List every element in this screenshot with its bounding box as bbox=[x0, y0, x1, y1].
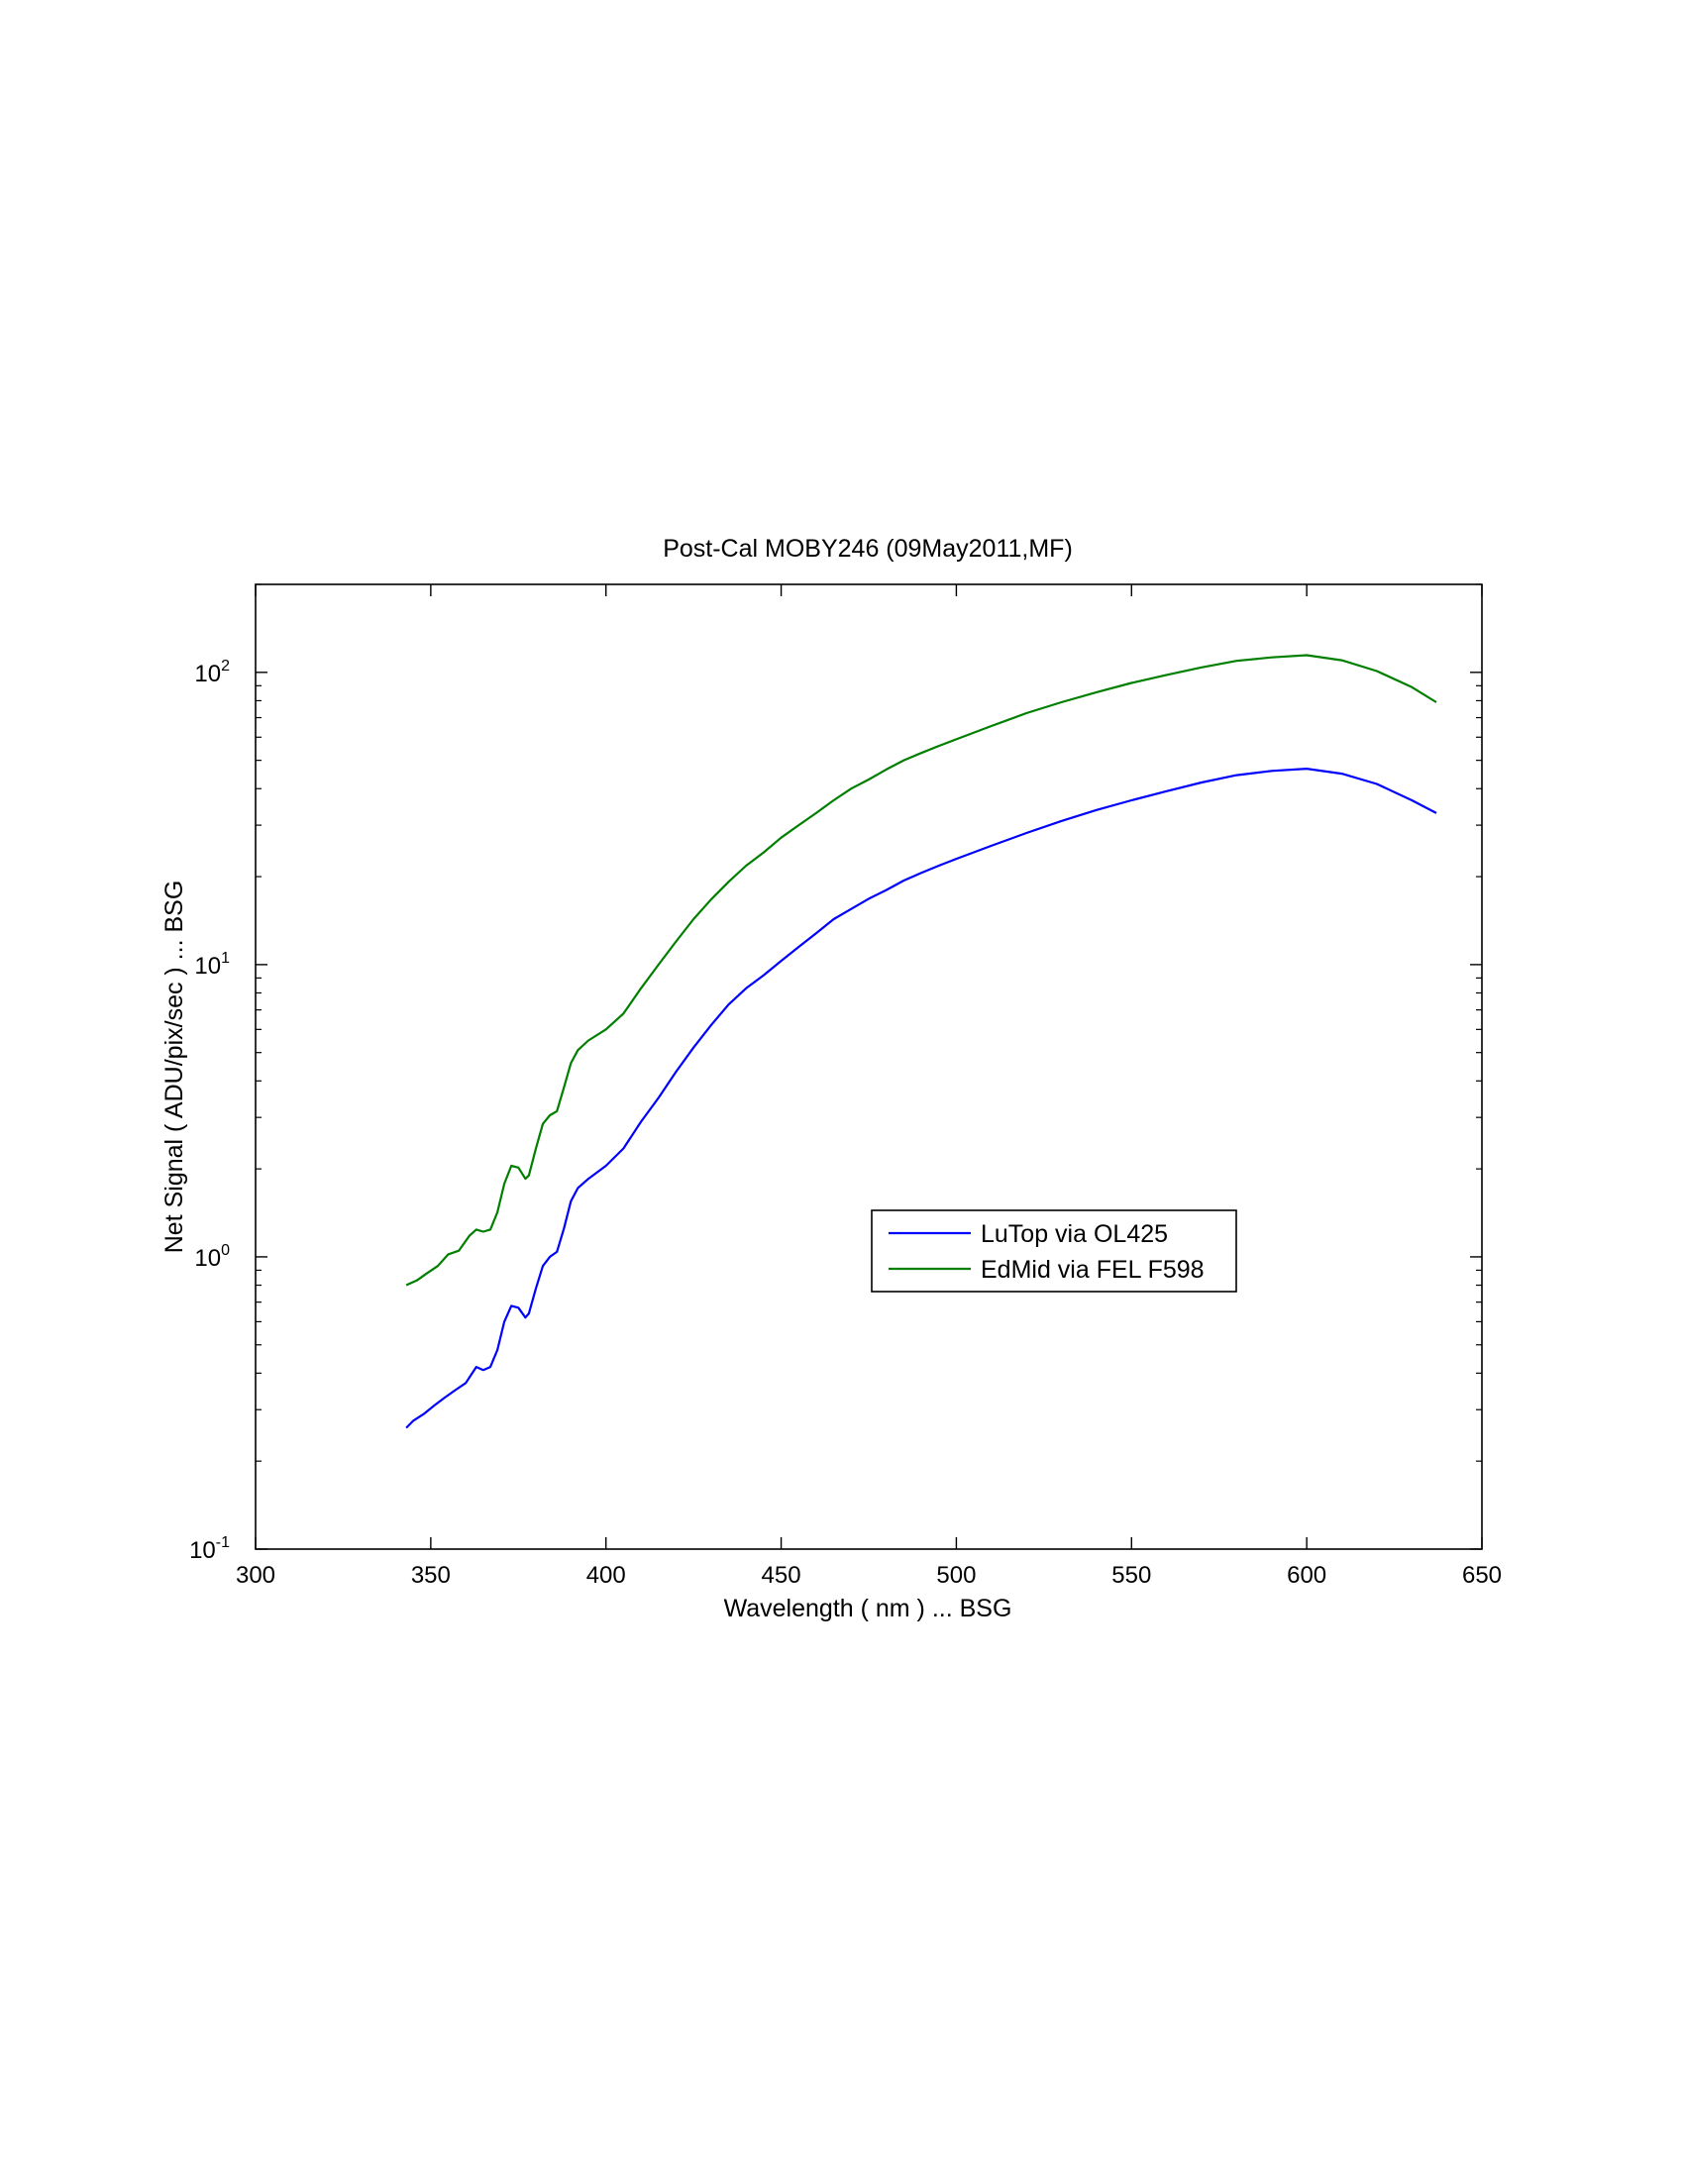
y-tick-exponent: 0 bbox=[221, 1242, 230, 1259]
axis-ticks bbox=[255, 583, 1483, 1550]
x-tick-label: 450 bbox=[762, 1562, 801, 1589]
x-tick-label: 400 bbox=[586, 1562, 626, 1589]
legend-label: EdMid via FEL F598 bbox=[981, 1256, 1205, 1284]
y-tick-exponent: 1 bbox=[221, 950, 230, 967]
y-tick-exponent: 2 bbox=[221, 658, 230, 675]
x-tick-label: 600 bbox=[1287, 1562, 1326, 1589]
x-tick-label: 500 bbox=[936, 1562, 976, 1589]
x-axis-label: Wavelength ( nm ) ... BSG bbox=[724, 1595, 1012, 1622]
y-axis-label: Net Signal ( ADU/pix/sec ) ... BSG bbox=[160, 881, 188, 1254]
legend-box bbox=[871, 1209, 1237, 1293]
y-tick-base: 10 bbox=[189, 1537, 216, 1564]
series-lines bbox=[405, 654, 1437, 1429]
y-tick-label: 10-1 bbox=[189, 1534, 230, 1564]
series-line-2 bbox=[405, 654, 1437, 1287]
y-tick-base: 10 bbox=[194, 953, 221, 980]
x-tick-label: 650 bbox=[1462, 1562, 1502, 1589]
legend: LuTop via OL425 EdMid via FEL F598 bbox=[871, 1209, 1237, 1293]
series-line-1 bbox=[405, 768, 1437, 1429]
y-tick-base: 10 bbox=[194, 661, 221, 687]
x-tick-label: 550 bbox=[1111, 1562, 1151, 1589]
y-tick-base: 10 bbox=[194, 1245, 221, 1272]
x-tick-label: 300 bbox=[236, 1562, 275, 1589]
legend-label: LuTop via OL425 bbox=[981, 1220, 1168, 1248]
y-tick-exponent: -1 bbox=[216, 1534, 230, 1551]
x-tick-label: 350 bbox=[411, 1562, 451, 1589]
y-tick-label: 102 bbox=[194, 658, 230, 687]
y-tick-label: 100 bbox=[194, 1242, 230, 1272]
y-tick-label: 101 bbox=[194, 950, 230, 980]
x-axis-tick-labels: 300 350 400 450 500 550 600 650 bbox=[236, 1562, 1502, 1589]
chart-title: Post-Cal MOBY246 (09May2011,MF) bbox=[663, 535, 1073, 563]
plot-area bbox=[255, 583, 1483, 1550]
